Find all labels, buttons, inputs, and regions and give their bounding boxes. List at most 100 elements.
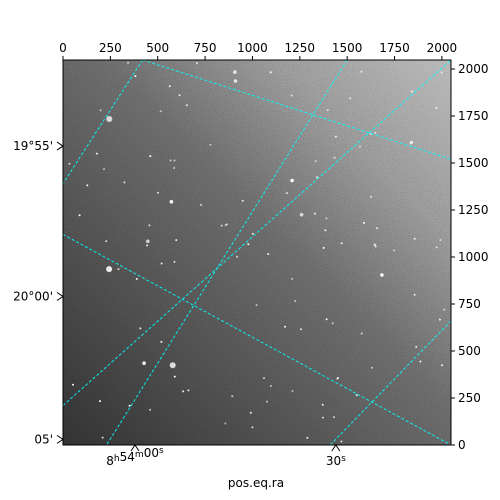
star — [265, 400, 268, 403]
star — [324, 229, 327, 232]
star — [340, 440, 343, 443]
star — [340, 242, 343, 245]
star — [299, 212, 304, 217]
star — [331, 322, 334, 325]
ra-grid-line — [63, 60, 143, 184]
plot-frame — [62, 59, 452, 446]
star — [419, 360, 422, 363]
star — [393, 249, 396, 252]
star — [169, 159, 172, 162]
star — [123, 181, 126, 184]
star — [168, 85, 171, 88]
star — [135, 278, 138, 280]
star — [360, 70, 363, 73]
star — [334, 135, 337, 138]
star — [101, 436, 104, 439]
star — [99, 400, 101, 403]
star — [106, 266, 113, 273]
star — [134, 75, 137, 78]
star — [316, 176, 319, 179]
star — [374, 131, 377, 134]
star — [267, 253, 270, 255]
star — [175, 239, 178, 242]
star — [178, 94, 181, 97]
star — [251, 426, 254, 429]
dec-tick-mark — [56, 434, 64, 444]
x-tick-label: 250 — [99, 41, 122, 55]
dec-grid-line — [63, 234, 451, 445]
star — [103, 168, 105, 171]
star — [169, 362, 176, 369]
star — [443, 308, 446, 311]
star — [336, 377, 339, 380]
star — [95, 152, 98, 155]
x-tick-label: 1000 — [237, 41, 268, 55]
star — [157, 191, 159, 194]
star — [358, 145, 361, 148]
star — [86, 184, 89, 187]
y-tick-label: 250 — [458, 391, 481, 405]
star — [241, 199, 244, 202]
y-tick-label: 1000 — [458, 250, 489, 264]
pixel-y-axis-right: 0 250 500 750 1000 1250 1500 1750 2000 — [451, 62, 489, 452]
star — [333, 416, 335, 419]
star — [360, 332, 363, 335]
star — [169, 200, 174, 204]
star — [255, 304, 258, 307]
star — [99, 109, 102, 112]
star — [173, 260, 176, 263]
coordinate-grid — [63, 60, 451, 445]
star — [413, 293, 416, 296]
y-tick-label: 2000 — [458, 62, 489, 76]
x-tick-label: 1750 — [379, 41, 410, 55]
star — [333, 156, 336, 159]
star — [438, 318, 441, 321]
star — [374, 245, 377, 248]
ra-grid-line — [106, 60, 348, 445]
x-tick-label: 2000 — [427, 41, 458, 55]
star — [148, 224, 151, 227]
star — [435, 106, 438, 109]
star — [209, 143, 212, 146]
star — [117, 268, 120, 271]
y-tick-label: 1750 — [458, 109, 489, 123]
ra-tick-mark — [130, 444, 140, 452]
star — [313, 212, 316, 215]
star — [314, 160, 317, 163]
star — [263, 377, 265, 380]
star-field — [68, 61, 446, 443]
star — [325, 217, 328, 220]
star — [413, 237, 416, 240]
star — [146, 239, 150, 244]
star — [160, 262, 163, 265]
star — [233, 70, 237, 74]
star — [284, 325, 286, 328]
star — [173, 167, 176, 169]
star — [355, 394, 358, 397]
star — [139, 327, 142, 330]
y-tick-label: 1500 — [458, 156, 489, 170]
dec-tick-mark — [56, 292, 64, 301]
star — [105, 240, 108, 243]
star — [251, 232, 254, 235]
star — [370, 366, 373, 369]
star — [187, 389, 190, 392]
star — [78, 214, 81, 217]
x-tick-label: 1250 — [285, 41, 316, 55]
y-tick-label: 0 — [458, 438, 466, 452]
sky-image — [63, 60, 451, 445]
star — [441, 364, 443, 367]
star — [285, 192, 288, 195]
star — [322, 246, 325, 249]
star — [269, 71, 272, 74]
star — [160, 340, 163, 343]
star — [300, 328, 302, 331]
star — [439, 239, 442, 241]
star — [224, 422, 227, 425]
star — [435, 246, 438, 249]
star — [349, 97, 352, 100]
star — [362, 221, 365, 224]
star — [269, 384, 272, 387]
star — [411, 90, 414, 93]
dec-axis-left: 19°55' 20°00' 05' — [13, 139, 64, 446]
